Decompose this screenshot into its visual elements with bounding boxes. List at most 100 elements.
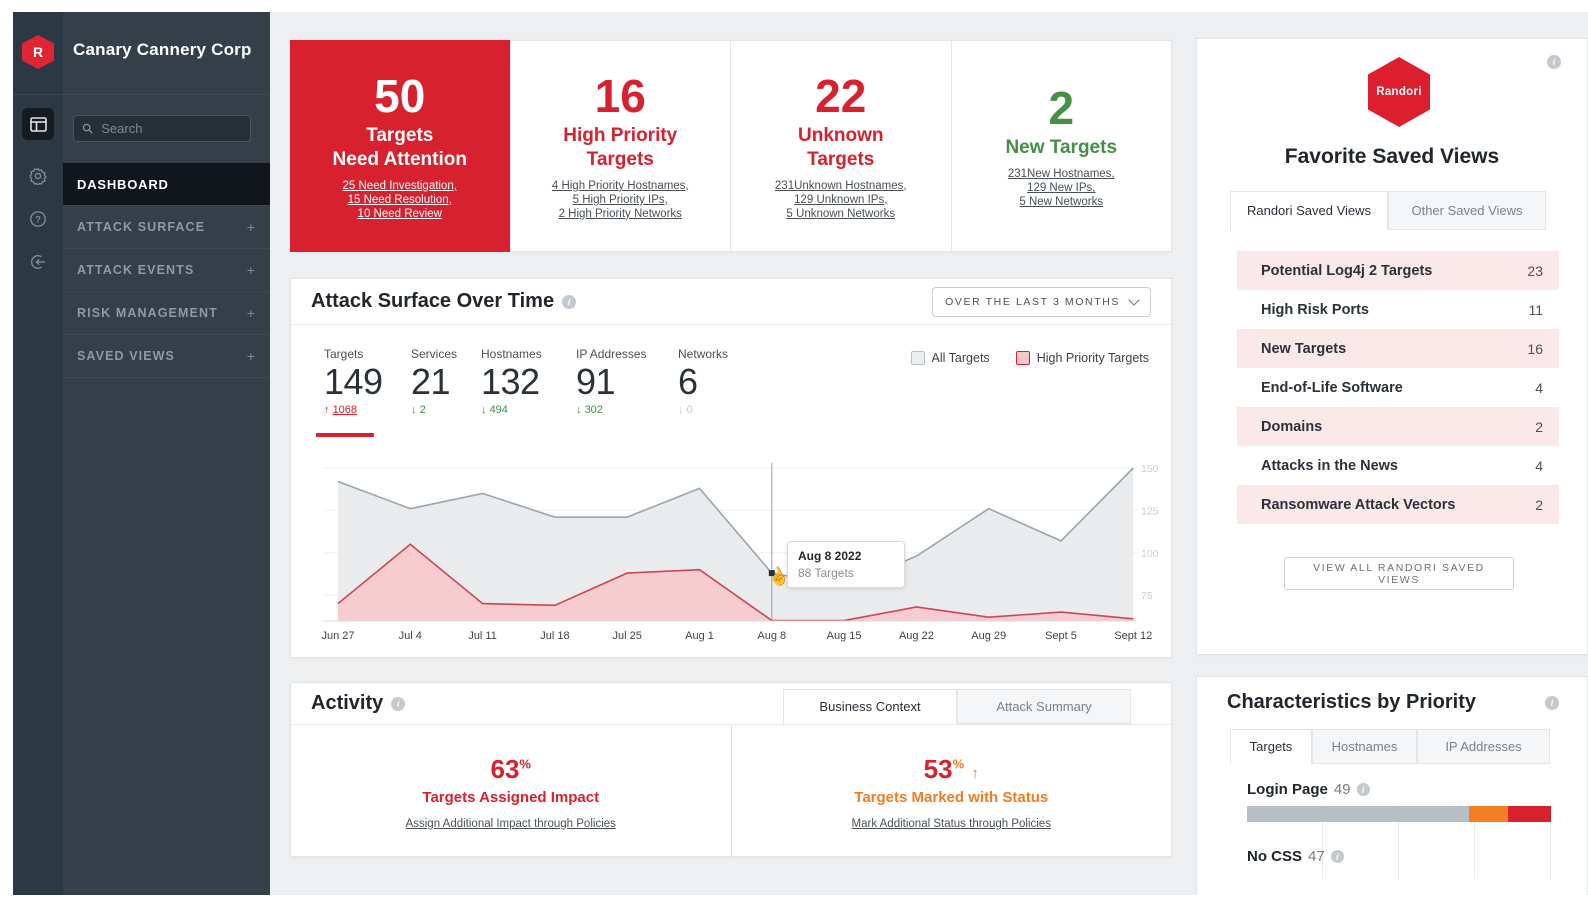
delta-arrow-icon: ↓ [678,404,684,417]
summary-card-value: 2 [1048,81,1075,134]
info-icon[interactable]: i [391,696,406,711]
info-icon[interactable]: i [1545,695,1559,710]
legend-item-hp[interactable]: High Priority Targets [1015,351,1149,365]
time-range-label: OVER THE LAST 3 MONTHS [945,295,1120,308]
tab-business-context[interactable]: Business Context [783,689,957,724]
tab-randori-saved-views[interactable]: Randori Saved Views [1230,191,1388,230]
saved-view-count: 16 [1527,340,1543,357]
summary-card-link[interactable]: 5 High Priority IPs, [572,193,668,206]
saved-view-row[interactable]: Domains 2 [1237,407,1559,446]
stat-value: 91 [576,361,616,402]
summary-card-link[interactable]: 231Unknown Hostnames, [774,179,907,192]
tab-targets[interactable]: Targets [1230,729,1312,764]
summary-card-link[interactable]: 231New Hostnames, [1007,168,1115,181]
metric-policy-link[interactable]: Assign Additional Impact through Policie… [405,817,616,830]
saved-view-name: End-of-Life Software [1261,379,1403,396]
series-stat-networks[interactable]: Networks 6 ↓ 0 [678,347,728,416]
view-all-saved-views-button[interactable]: VIEW ALL RANDORI SAVED VIEWS [1284,557,1514,590]
saved-view-row[interactable]: Potential Log4j 2 Targets 23 [1237,251,1559,290]
delta-value: 302 [584,404,603,417]
summary-card-link[interactable]: 4 High Priority Hostnames, [551,179,689,192]
svg-text:125: 125 [1141,505,1159,517]
saved-view-row[interactable]: Attacks in the News 4 [1237,446,1559,485]
legend-item-all[interactable]: All Targets [910,351,990,365]
dashboard-icon[interactable] [22,108,54,140]
summary-card-link[interactable]: 15 Need Resolution, [347,193,452,206]
stat-label: Targets [324,347,364,361]
legend-swatch [1015,351,1030,365]
info-icon[interactable]: i [1330,850,1344,863]
characteristic-row: Login Page 49 i [1247,781,1551,879]
sidebar-item-label: ATTACK SURFACE [77,220,206,234]
sidebar-item-risk-management[interactable]: RISK MANAGEMENT + [63,292,270,335]
summary-card-label: New Targets [1005,137,1118,159]
org-name: Canary Cannery Corp [73,40,252,59]
series-stat-ip-addresses[interactable]: IP Addresses 91 ↓ 302 [576,347,647,416]
search-icon [82,123,93,134]
saved-view-count: 4 [1535,379,1543,396]
summary-card-link[interactable]: 25 Need Investigation, [342,179,457,192]
metric-label: Targets Marked with Status [854,788,1049,806]
summary-card-link[interactable]: 129 Unknown IPs, [794,193,888,206]
summary-card-link[interactable]: 2 High Priority Networks [558,207,682,220]
help-icon[interactable]: ? [22,203,54,235]
stat-delta: ↓ 494 [481,404,542,416]
series-stat-hostnames[interactable]: Hostnames 132 ↓ 494 [481,347,542,416]
saved-view-row[interactable]: New Targets 16 [1237,329,1559,368]
series-stat-targets[interactable]: Targets 149 ↑ 1068 [316,347,383,437]
gear-icon[interactable] [22,160,54,192]
sidebar-item-dashboard[interactable]: DASHBOARD [63,163,270,206]
activity-title: Activity [311,692,384,714]
time-range-dropdown[interactable]: OVER THE LAST 3 MONTHS [932,286,1151,317]
info-icon[interactable]: i [562,294,577,309]
stat-delta: ↓ 302 [576,404,647,416]
summary-card-link[interactable]: 5 Unknown Networks [786,207,896,220]
tab-other-saved-views[interactable]: Other Saved Views [1388,191,1546,230]
svg-text:Jul 18: Jul 18 [540,630,569,642]
tab-ip-addresses[interactable]: IP Addresses [1417,729,1550,764]
delta-arrow-icon: ↓ [481,404,487,417]
sidebar-item-attack-surface[interactable]: ATTACK SURFACE + [63,206,270,249]
hover-point-marker [768,570,775,577]
icon-rail: R ? [13,12,64,895]
sidebar-item-attack-events[interactable]: ATTACK EVENTS + [63,249,270,292]
delta-arrow-icon: ↓ [576,404,582,417]
stat-value: 132 [481,361,540,402]
activity-metric-2: 53% ↑ Targets Marked with Status Mark Addi… [730,725,1172,858]
info-icon[interactable]: i [1356,783,1370,796]
delta-value: 494 [489,404,508,417]
tab-attack-summary[interactable]: Attack Summary [957,689,1131,724]
sidebar-item-saved-views[interactable]: SAVED VIEWS + [63,335,270,378]
summary-card-links: 231New Hostnames, 129 New IPs, 5 New Netwo… [1008,168,1115,208]
tab-hostnames[interactable]: Hostnames [1312,729,1417,764]
brand-logo-hexagon[interactable]: R [22,35,54,69]
logout-icon[interactable] [22,246,54,278]
characteristic-name-line: Login Page 49 i [1247,781,1551,798]
summary-card-link[interactable]: 129 New IPs, [1027,182,1096,195]
sidebar-item-label: ATTACK EVENTS [77,263,195,277]
saved-view-row[interactable]: End-of-Life Software 4 [1237,368,1559,407]
saved-views-list: Potential Log4j 2 Targets 23 High Risk Por… [1237,251,1559,524]
svg-text:Aug 29: Aug 29 [971,630,1006,642]
series-stat-services[interactable]: Services 21 ↓ 2 [411,347,457,416]
metric-policy-link[interactable]: Mark Additional Status through Policies [851,817,1051,830]
info-icon[interactable]: i [1547,55,1561,69]
search-input[interactable] [99,120,242,137]
stat-label: Services [411,347,458,361]
delta-arrow-icon: ↑ [324,404,330,417]
bar-gridline [1322,805,1323,879]
summary-card-link[interactable]: 5 New Networks [1019,196,1104,209]
active-series-indicator [316,433,374,437]
bar-gridline [1550,805,1551,879]
summary-card-link[interactable]: 10 Need Review [357,207,442,220]
saved-views-card: i Randori Favorite Saved Views Randori S… [1196,38,1588,655]
sidebar: Canary Cannery Corp DASHBOARD ATTACK SURF… [63,12,270,895]
rail-divider [13,94,63,95]
tooltip-value: 88 Targets [798,566,854,580]
saved-view-row[interactable]: Ransomware Attack Vectors 2 [1237,485,1559,524]
stat-label: Hostnames [481,347,542,361]
up-arrow-icon: ↑ [971,764,979,782]
characteristics-title: Characteristics by Priority [1227,691,1476,713]
saved-view-row[interactable]: High Risk Ports 11 [1237,290,1559,329]
attack-surface-chart[interactable]: 150 125 100 75 Jun 27 Jul 4 Jul 11 Jul 18 Jul 25… [291,459,1173,654]
